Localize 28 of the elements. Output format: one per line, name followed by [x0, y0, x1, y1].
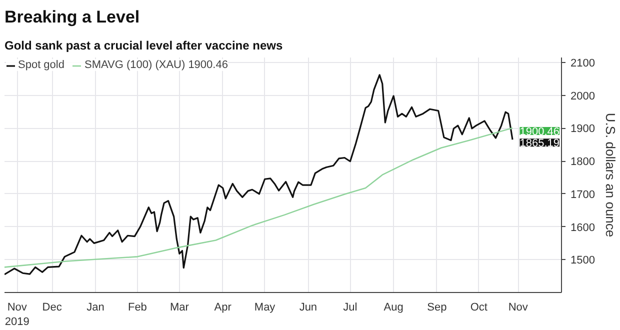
x-tick-label: Jan: [86, 302, 104, 314]
y-tick-label: 1700: [570, 188, 595, 201]
x-tick-label: Mar: [170, 302, 190, 314]
line-series: [4, 127, 514, 268]
x-tick-label: May: [254, 302, 276, 314]
x-tick-label: Oct: [470, 302, 488, 314]
y-tick-label: 1900: [570, 123, 595, 136]
data-label: 1900.46: [520, 126, 560, 138]
x-tick-label: Nov 2019: [4, 302, 30, 328]
y-axis-title: U.S. dollars an ounce: [602, 112, 618, 238]
line-series: [4, 74, 514, 276]
y-tick-label: 1800: [570, 156, 595, 168]
chart-title: Breaking a Level: [4, 8, 140, 26]
legend-label: Spot gold: [18, 59, 64, 71]
x-tick-label: Sep: [427, 302, 447, 314]
x-tick-label: Aug: [384, 302, 404, 314]
y-tick-label: 2100: [570, 57, 595, 70]
x-tick-label: Feb: [128, 302, 147, 314]
chart-subtitle: Gold sank past a crucial level after vaccine news: [4, 38, 283, 52]
y-tick-label: 1500: [570, 254, 595, 267]
legend-label: SMAVG (100) (XAU) 1900.46: [84, 59, 228, 71]
x-tick-label: Jul: [343, 302, 358, 314]
x-tick-label: Jun: [299, 302, 318, 314]
x-tick-label: Apr: [214, 302, 232, 314]
y-tick-label: 1600: [570, 222, 595, 234]
x-tick-label: Dec: [42, 302, 62, 314]
y-tick-label: 2000: [570, 90, 595, 102]
x-tick-label: Nov: [508, 302, 528, 314]
